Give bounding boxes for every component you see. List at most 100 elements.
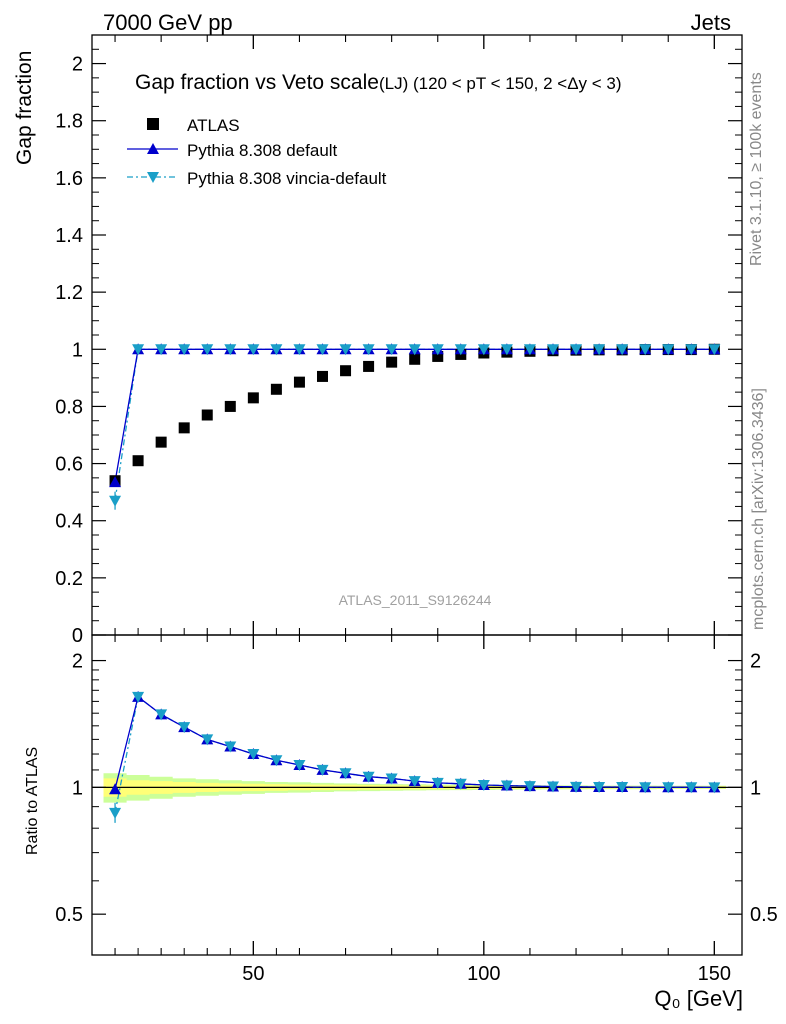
ratio-pythia-vincia-point [224,741,237,753]
ratio-ytick-label-right: 1 [750,777,761,799]
ratio-pythia-vincia-point [132,691,145,703]
pythia-vincia-point [523,344,536,356]
ratio-pythia-vincia-point [339,768,352,780]
main-ytick-label: 0.6 [55,454,83,476]
ratio-pythia-vincia-point [570,781,583,793]
legend-label-pythia-vincia: Pythia 8.308 vincia-default [187,169,387,188]
main-ylabel: Gap fraction [13,51,36,165]
pythia-vincia-point [408,344,421,356]
pythia-vincia-point [685,344,698,356]
pythia-vincia-point [662,344,675,356]
legend-marker-pythia-default [147,143,159,154]
header-left-label: 7000 GeV pp [103,10,233,35]
ratio-pythia-vincia-point [662,782,675,794]
main-ytick-label: 0.8 [55,396,83,418]
pythia-vincia-point [454,344,467,356]
mcplots-label: mcplots.cern.ch [arXiv:1306.3436] [750,388,767,630]
ratio-pythia-vincia-point [685,782,698,794]
ratio-pythia-vincia-point [708,782,721,794]
pythia-vincia-point [477,344,490,356]
main-ytick-label: 1.8 [55,111,83,133]
header-right-label: Jets [691,10,731,35]
pythia-vincia-point [155,344,168,356]
rivet-version-label: Rivet 3.1.10, ≥ 100k events [748,72,765,266]
ratio-pythia-vincia-point [500,780,513,792]
ratio-pythia-vincia-point [431,777,444,789]
ratio-pythia-vincia-point [109,807,122,819]
atlas-point [432,350,444,362]
legend-marker-atlas [147,118,159,130]
pythia-vincia-point [224,344,237,356]
main-ytick-label: 0.2 [55,568,83,590]
atlas-point [270,383,282,395]
pythia-vincia-point [109,495,122,507]
atlas-point [293,376,305,388]
main-ytick-label: 1.2 [55,282,83,304]
ratio-pythia-vincia-point [178,722,191,734]
pythia-vincia-point [431,344,444,356]
atlas-point [132,455,144,467]
ratio-pythia-vincia-point [616,782,629,794]
main-line-pythia-vincia [114,348,715,501]
ratio-panel-series [109,690,721,823]
ratio-ytick-label: 2 [72,651,83,673]
legend-marker-pythia-vincia [147,172,159,183]
pythia-vincia-point [316,344,329,356]
pythia-vincia-point [570,344,583,356]
ratio-pythia-vincia-point [362,771,375,783]
ratio-ylabel: Ratio to ATLAS [24,747,41,855]
pythia-vincia-point [708,344,721,356]
pythia-vincia-point [132,344,145,356]
legend-label-atlas: ATLAS [187,116,240,135]
pythia-vincia-point [385,344,398,356]
ratio-pythia-vincia-point [270,755,283,767]
main-ytick-label: 0.4 [55,511,83,533]
atlas-point [386,356,398,368]
main-ytick-label: 2 [72,54,83,76]
atlas-point [201,409,213,421]
ratio-pythia-vincia-point [155,709,168,721]
pythia-vincia-point [616,344,629,356]
ratio-pythia-vincia-point [639,782,652,794]
ratio-pythia-vincia-point [454,778,467,790]
ratio-ytick-label-right: 2 [750,651,761,673]
pythia-vincia-point [270,344,283,356]
pythia-vincia-point [546,344,559,356]
atlas-point [316,370,328,382]
ratio-pythia-vincia-point [201,734,214,746]
xtick-label: 50 [242,963,264,985]
pythia-vincia-point [639,344,652,356]
main-ytick-label: 1.6 [55,168,83,190]
atlas-point [340,365,352,377]
pythia-vincia-point [293,344,306,356]
pythia-vincia-point [247,344,260,356]
ratio-pythia-vincia-point [316,764,329,776]
main-title: Gap fraction vs Veto scale(LJ) (120 < pT… [135,71,622,94]
main-ytick-label: 1 [72,339,83,361]
ratio-pythia-default-point [109,783,122,795]
atlas-point [409,353,421,365]
ratio-ytick-label: 0.5 [55,904,83,926]
main-subtitle-text: (LJ) (120 < pT < 150, 2 <Δy < 3) [379,74,622,93]
watermark: ATLAS_2011_S9126244 [339,592,492,608]
ratio-pythia-vincia-point [247,749,260,761]
ratio-ytick-label-right: 0.5 [750,904,778,926]
main-panel-axes: 0 0.2 0.4 0.6 0.8 1 1.2 1.4 1.6 1.8 2 [55,34,743,647]
pythia-default-point [109,476,122,488]
atlas-point [363,360,375,372]
xtick-label: 150 [698,963,731,985]
pythia-vincia-point [201,344,214,356]
pythia-vincia-point [178,344,191,356]
ratio-pythia-vincia-point [293,760,306,772]
pythia-vincia-point [593,344,606,356]
main-title-text: Gap fraction vs Veto scale [135,71,379,94]
atlas-point [247,392,259,404]
atlas-point [178,422,190,434]
ratio-ytick-label: 1 [72,777,83,799]
x-axis-label: Q₀ [GeV] [654,986,743,1011]
main-panel-series [109,343,721,510]
ratio-pythia-vincia-point [477,780,490,792]
atlas-point [155,436,167,448]
ratio-pythia-vincia-point [546,781,559,793]
legend: ATLAS Pythia 8.308 default Pythia 8.308 … [127,116,387,188]
